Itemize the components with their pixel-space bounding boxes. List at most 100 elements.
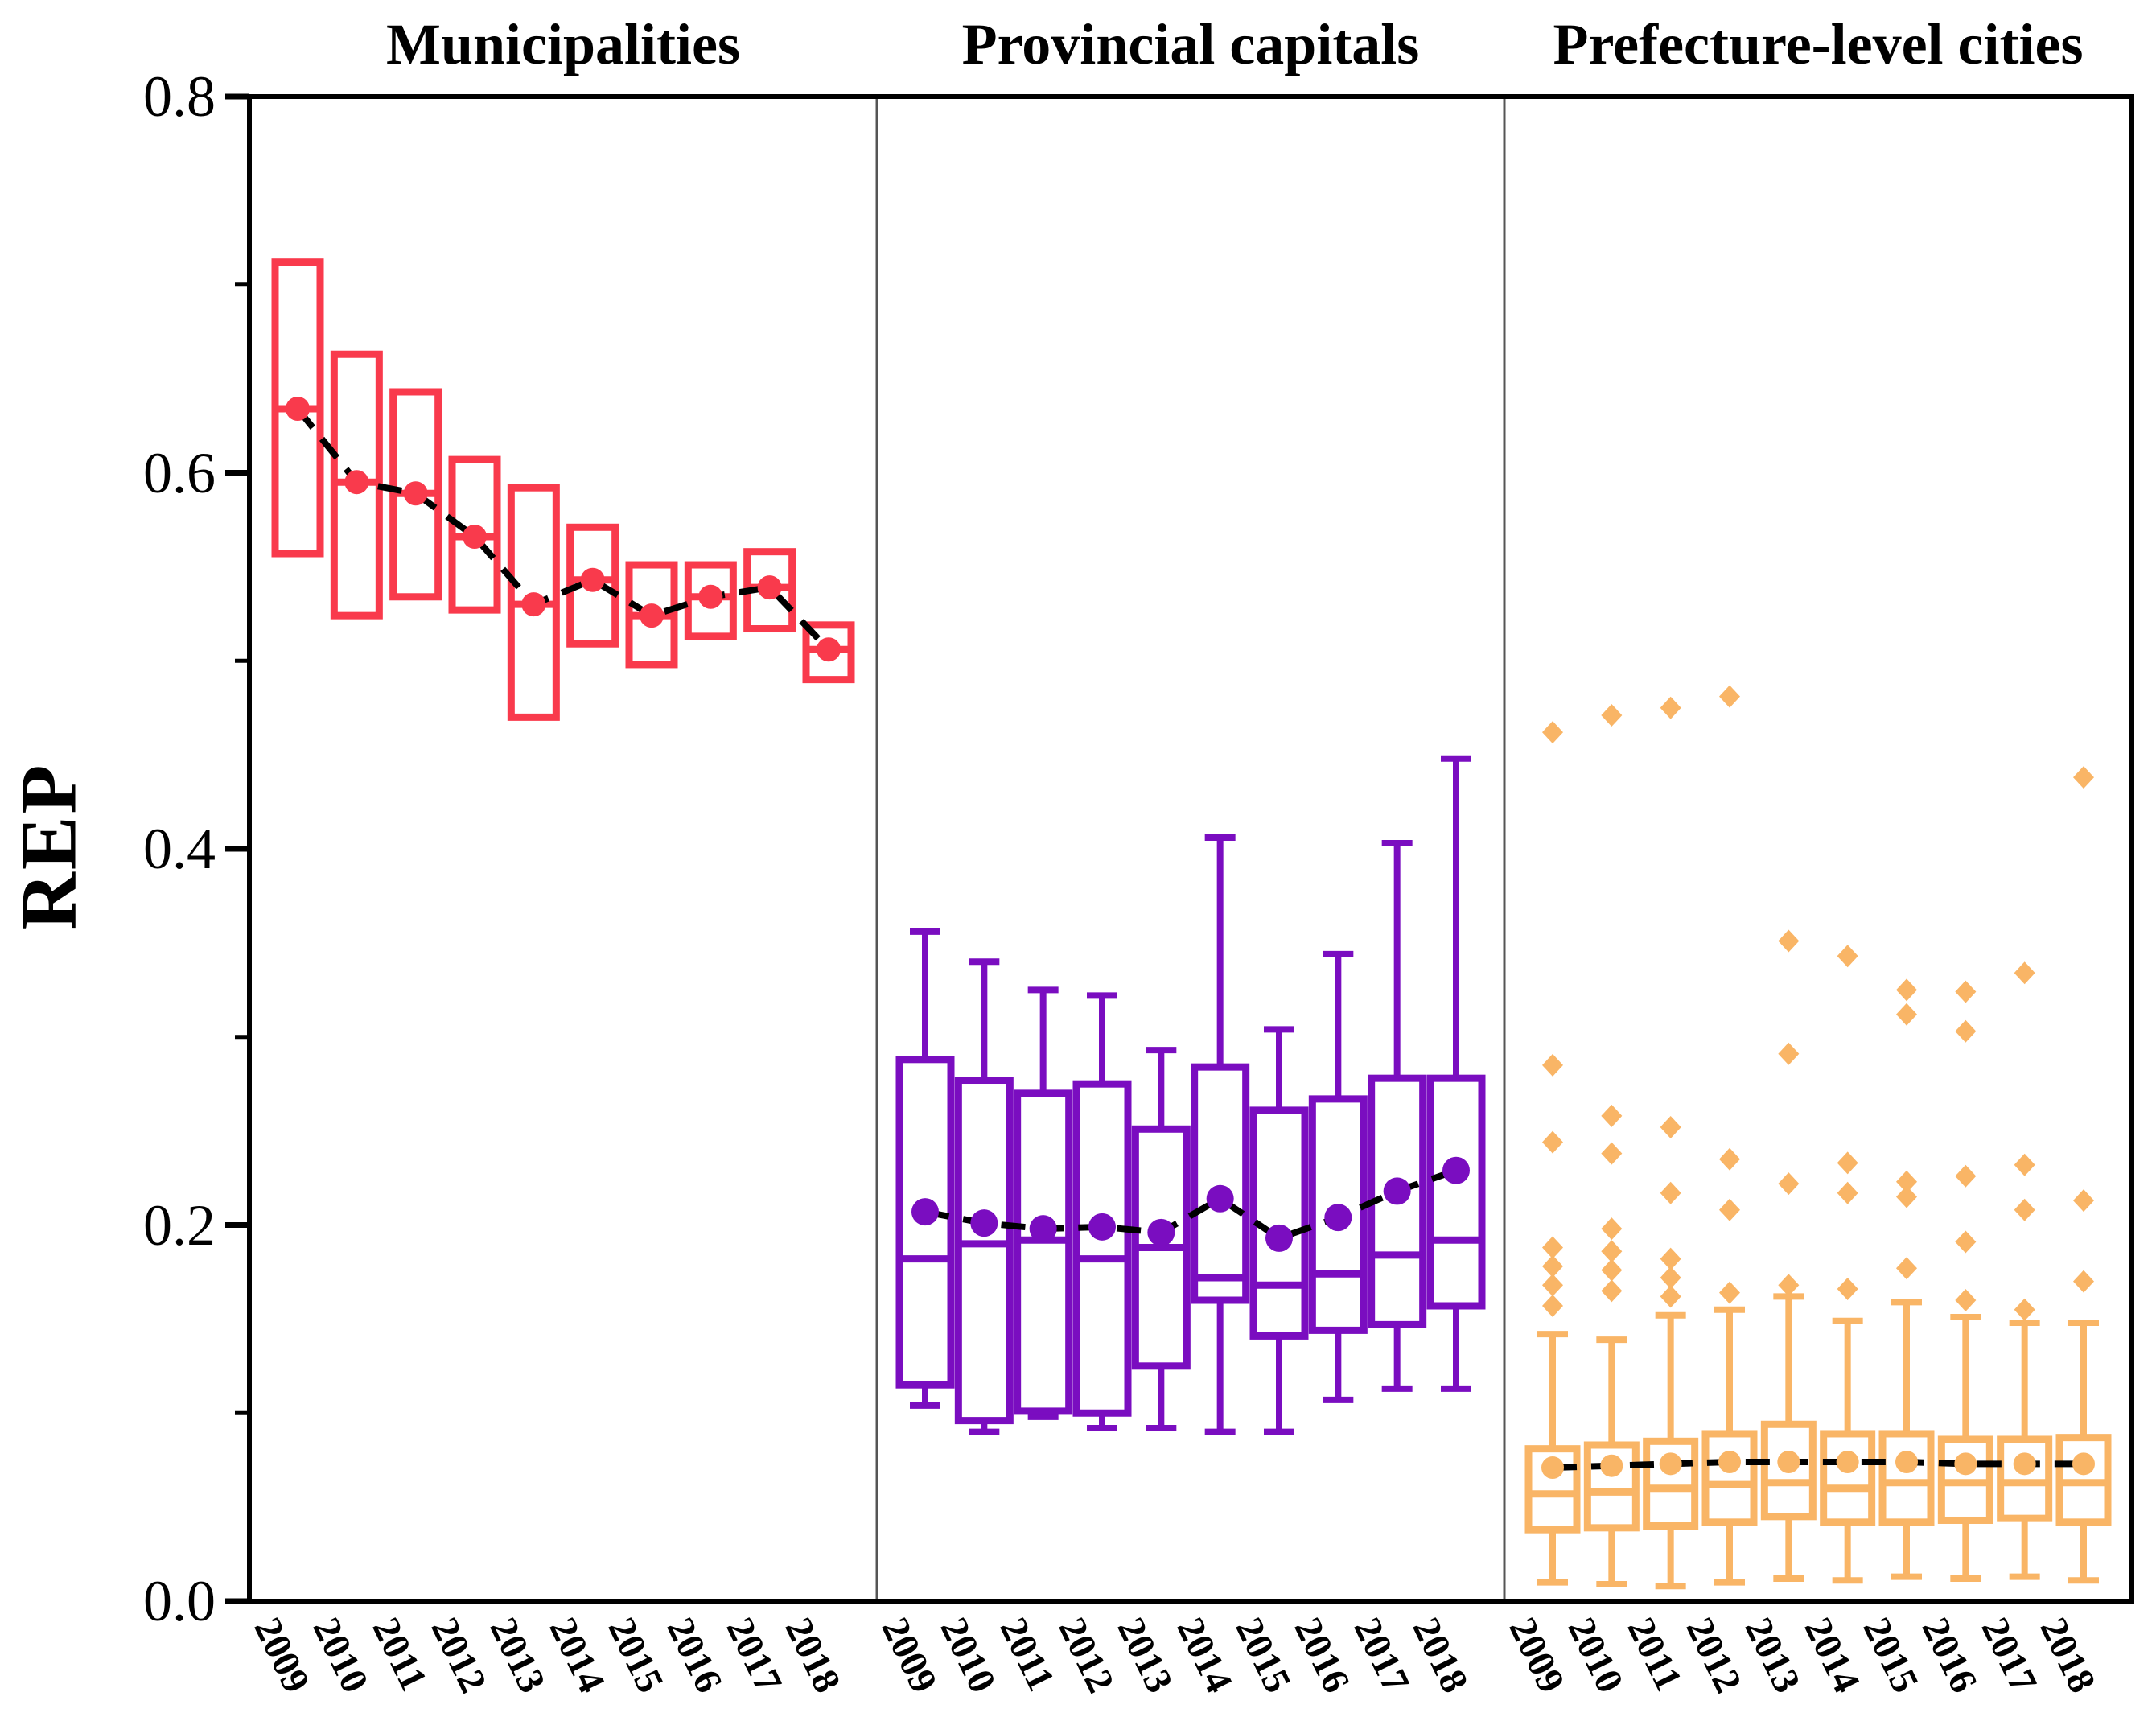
mean-dot bbox=[1324, 1204, 1352, 1232]
outlier-diamond bbox=[1601, 1104, 1623, 1127]
outlier-diamond bbox=[1601, 1142, 1623, 1165]
outlier-diamond bbox=[2014, 961, 2035, 985]
outlier-diamond bbox=[1719, 1147, 1740, 1171]
outlier-diamond bbox=[1837, 1181, 1858, 1204]
mean-dot bbox=[1206, 1184, 1234, 1213]
box bbox=[1997, 1435, 2053, 1522]
mean-line bbox=[1552, 1459, 2084, 1472]
outlier-diamond bbox=[1601, 1258, 1623, 1282]
outlier-diamond bbox=[2073, 1189, 2094, 1213]
outlier-diamond bbox=[1542, 1130, 1563, 1154]
outlier-diamond bbox=[1660, 1285, 1681, 1308]
y-tick-label: 0.2 bbox=[143, 1192, 216, 1258]
mean-dot bbox=[698, 584, 723, 609]
outlier-diamond bbox=[1660, 1115, 1681, 1138]
box bbox=[1191, 1063, 1250, 1304]
mean-dot bbox=[1659, 1452, 1682, 1476]
mean-dot bbox=[580, 567, 605, 592]
mean-line bbox=[294, 406, 831, 652]
mean-dot bbox=[2013, 1452, 2036, 1476]
outlier-diamond bbox=[1542, 1295, 1563, 1318]
box bbox=[1426, 1074, 1486, 1310]
mean-dot bbox=[817, 637, 841, 662]
y-tick-label: 0.4 bbox=[143, 817, 216, 881]
outlier-diamond bbox=[1660, 1181, 1681, 1204]
outlier-diamond bbox=[2073, 1270, 2094, 1293]
mean-dot bbox=[757, 575, 782, 600]
mean-dot bbox=[1029, 1215, 1057, 1243]
outlier-diamond bbox=[1542, 1053, 1563, 1077]
mean-dot bbox=[970, 1209, 998, 1237]
mean-dot bbox=[1442, 1156, 1470, 1184]
outlier-diamond bbox=[1601, 1240, 1623, 1263]
plot-border bbox=[247, 94, 2134, 1604]
mean-dot bbox=[403, 481, 428, 506]
outlier-diamond bbox=[1660, 1266, 1681, 1289]
outlier-diamond bbox=[2014, 1198, 2035, 1221]
mean-dot bbox=[1147, 1218, 1175, 1246]
outlier-diamond bbox=[1660, 1247, 1681, 1270]
box bbox=[684, 561, 737, 640]
mean-dot bbox=[1836, 1451, 1859, 1474]
outlier-diamond bbox=[1719, 1198, 1740, 1221]
mean-line bbox=[924, 1167, 1458, 1242]
mean-dot bbox=[1600, 1454, 1623, 1477]
outlier-diamond bbox=[1896, 978, 1917, 1002]
outlier-diamond bbox=[1719, 1281, 1740, 1304]
mean-dot bbox=[463, 524, 487, 549]
outlier-diamond bbox=[1542, 1236, 1563, 1259]
mean-dot bbox=[1265, 1224, 1293, 1252]
outlier-diamond bbox=[1896, 1003, 1917, 1026]
outlier-diamond bbox=[2073, 766, 2094, 789]
box bbox=[1701, 1430, 1758, 1526]
mean-dot bbox=[1718, 1451, 1741, 1474]
outlier-diamond bbox=[1542, 1254, 1563, 1278]
mean-dot bbox=[1777, 1451, 1800, 1474]
outlier-diamond bbox=[2014, 1298, 2035, 1321]
outlier-diamond bbox=[1837, 1277, 1858, 1300]
outlier-diamond bbox=[1837, 945, 1858, 968]
outlier-diamond bbox=[1660, 696, 1681, 719]
panel-title-prefecture-level-cities: Prefecture-level cities bbox=[1553, 12, 2084, 76]
mean-dot bbox=[640, 603, 664, 628]
mean-dot bbox=[286, 397, 310, 422]
outlier-diamond bbox=[1601, 704, 1623, 727]
outlier-diamond bbox=[1955, 1019, 1977, 1043]
mean-dot bbox=[1088, 1213, 1116, 1241]
outlier-diamond bbox=[1955, 1289, 1977, 1311]
outlier-diamond bbox=[1837, 1151, 1858, 1175]
mean-dot bbox=[521, 592, 546, 617]
y-tick-label: 0.8 bbox=[143, 64, 216, 129]
box bbox=[954, 1077, 1014, 1425]
outlier-diamond bbox=[1896, 1185, 1917, 1208]
mean-dot bbox=[911, 1198, 939, 1226]
mean-dot bbox=[2072, 1452, 2095, 1476]
outlier-diamond bbox=[1896, 1257, 1917, 1280]
outlier-diamond bbox=[1955, 1164, 1977, 1188]
outlier-diamond bbox=[2014, 1153, 2035, 1176]
y-tick-label: 0.6 bbox=[143, 440, 216, 505]
box bbox=[1072, 1080, 1132, 1417]
box bbox=[1878, 1430, 1935, 1526]
box bbox=[1014, 1089, 1073, 1415]
outlier-diamond bbox=[1542, 1274, 1563, 1297]
outlier-diamond bbox=[1896, 1170, 1917, 1193]
outlier-diamond bbox=[1778, 1274, 1800, 1297]
panel-title-municipalities: Municipalities bbox=[385, 12, 741, 76]
y-tick-label: 0.0 bbox=[143, 1569, 216, 1633]
mean-dot bbox=[344, 470, 369, 495]
outlier-diamond bbox=[1778, 1042, 1800, 1065]
mean-dot bbox=[1895, 1451, 1918, 1474]
mean-dot bbox=[1541, 1456, 1564, 1480]
outlier-diamond bbox=[1778, 929, 1800, 953]
outlier-diamond bbox=[1778, 1172, 1800, 1196]
mean-dot bbox=[1383, 1177, 1411, 1205]
panel-title-provincial-capitals: Provincial capitals bbox=[961, 12, 1420, 76]
outlier-diamond bbox=[1542, 721, 1563, 744]
outlier-diamond bbox=[1955, 1230, 1977, 1254]
mean-dot bbox=[1954, 1452, 1977, 1476]
outlier-diamond bbox=[1601, 1217, 1623, 1241]
box bbox=[1820, 1430, 1876, 1526]
